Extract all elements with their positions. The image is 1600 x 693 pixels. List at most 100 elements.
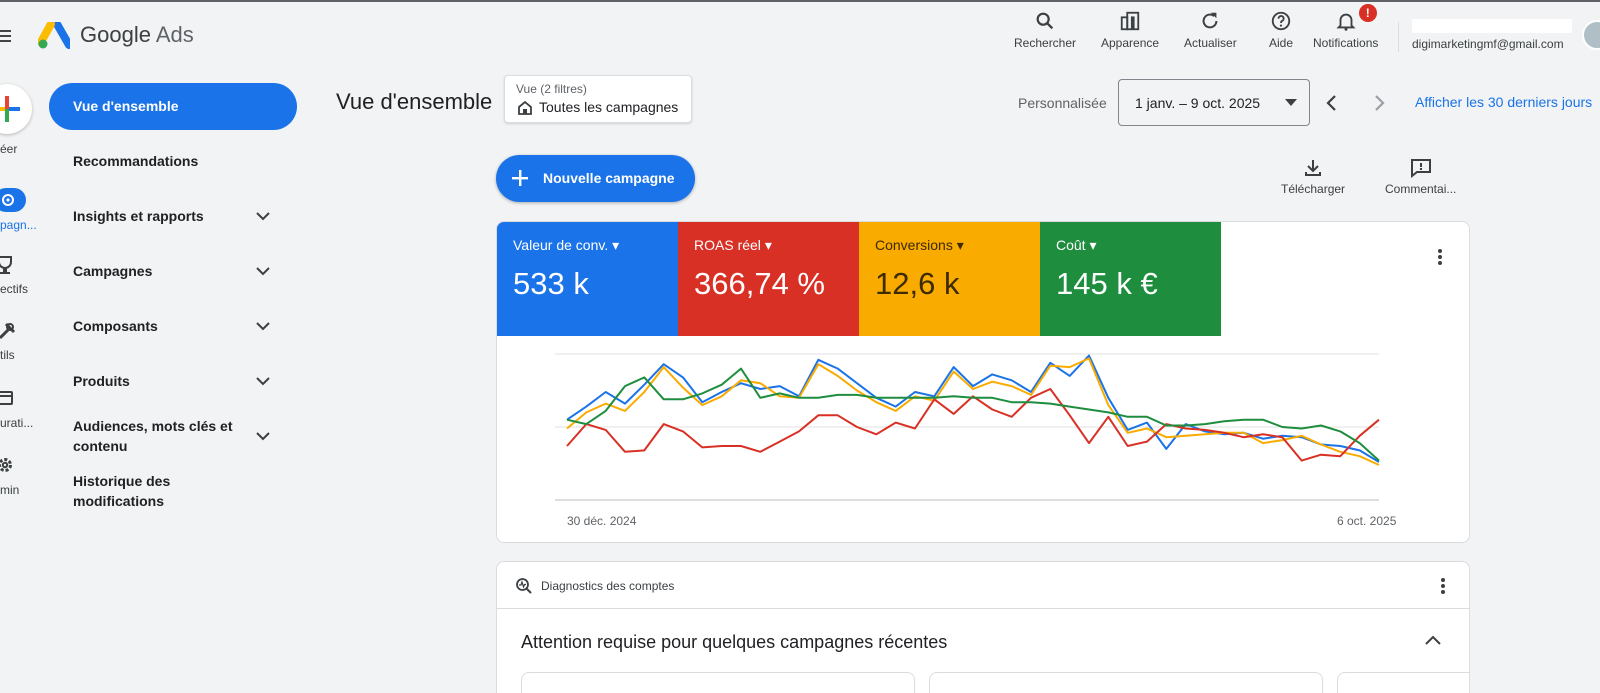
chevron-down-icon[interactable] [255, 320, 271, 332]
series-line-2 [566, 388, 1380, 462]
campaign-issue-card[interactable] [929, 672, 1323, 693]
view-filter-button[interactable]: Vue (2 filtres) Toutes les campagnes [504, 75, 692, 123]
x-axis-end-label: 6 oct. 2025 [1337, 514, 1397, 528]
billing-icon[interactable] [0, 390, 14, 406]
search-button[interactable]: Rechercher [1014, 10, 1076, 50]
refresh-icon [1202, 12, 1218, 29]
app-name: Google Ads [80, 22, 194, 47]
chevron-down-icon[interactable] [255, 265, 271, 277]
chevron-down-icon[interactable] [255, 375, 271, 387]
metric-value: 12,6 k [875, 266, 960, 301]
metric-label: Coût ▾ [1056, 237, 1097, 253]
chevron-down-icon[interactable] [255, 430, 271, 442]
refresh-label: Actualiser [1184, 36, 1237, 50]
comments-button[interactable]: Commentai... [1385, 158, 1456, 196]
rail-campaigns-active[interactable] [0, 188, 26, 212]
help-button[interactable]: Aide [1269, 10, 1293, 50]
download-label: Télécharger [1281, 182, 1346, 196]
sidebar-item-campaigns[interactable]: Campagnes [73, 263, 153, 279]
date-range-select[interactable]: 1 janv. – 9 oct. 2025 [1118, 79, 1310, 126]
dropdown-arrow-icon: ▾ [956, 237, 964, 253]
metric-cost[interactable]: Coût ▾ 145 k € [1040, 222, 1221, 336]
help-label: Aide [1269, 36, 1294, 50]
metric-conv-value[interactable]: Valeur de conv. ▾ 533 k [497, 222, 678, 336]
bell-icon [1336, 13, 1356, 31]
new-campaign-button[interactable]: Nouvelle campagne [496, 155, 695, 202]
avatar[interactable] [1582, 20, 1600, 50]
diagnostics-card: Diagnostics des comptes Attention requis… [496, 561, 1470, 693]
notifications-label: Notifications [1313, 36, 1379, 50]
diagnostics-icon [516, 578, 532, 594]
search-icon [1036, 12, 1054, 30]
new-campaign-label: Nouvelle campagne [543, 170, 675, 186]
appearance-icon [1120, 11, 1140, 31]
campaign-issue-card[interactable] [1337, 672, 1469, 693]
sidebar-item-products[interactable]: Produits [73, 373, 130, 389]
search-label: Rechercher [1014, 36, 1077, 50]
rail-goals-label[interactable]: ectifs [0, 282, 29, 296]
diagnostics-title: Diagnostics des comptes [541, 579, 675, 593]
notifications-button[interactable]: ! Notifications [1313, 4, 1379, 50]
comments-label: Commentai... [1385, 182, 1457, 196]
sidebar-item-insights[interactable]: Insights et rapports [73, 208, 204, 224]
chevron-up-icon[interactable] [1424, 634, 1442, 646]
account-name-redacted [1412, 19, 1572, 33]
menu-icon[interactable] [0, 30, 12, 45]
performance-chart [555, 353, 1380, 501]
performance-card: Valeur de conv. ▾ 533 k ROAS réel ▾ 366,… [496, 221, 1470, 543]
plus-icon [512, 170, 528, 186]
appearance-label: Apparence [1101, 36, 1160, 50]
metric-conversions[interactable]: Conversions ▾ 12,6 k [859, 222, 1040, 336]
divider [497, 608, 1469, 609]
rail-campaigns-label[interactable]: pagn... [0, 218, 37, 232]
metric-label: Valeur de conv. ▾ [513, 237, 620, 253]
campaigns-icon [2, 194, 14, 206]
help-icon [1271, 11, 1291, 31]
trophy-icon[interactable] [0, 255, 16, 277]
rail-admin-label[interactable]: min [0, 483, 20, 497]
last-30-days-link[interactable]: Afficher les 30 derniers jours [1415, 94, 1593, 110]
campaign-issue-card[interactable] [521, 672, 915, 693]
plus-multicolor-icon [0, 96, 20, 122]
metric-value: 145 k € [1056, 266, 1158, 301]
x-axis-start-label: 30 déc. 2024 [567, 514, 637, 528]
sidebar-item-assets[interactable]: Composants [73, 318, 158, 334]
dropdown-arrow-icon: ▾ [1089, 237, 1097, 253]
google-ads-logo [38, 22, 70, 49]
metric-label: ROAS réel ▾ [694, 237, 772, 253]
download-icon [1305, 160, 1322, 176]
metric-roas[interactable]: ROAS réel ▾ 366,74 % [678, 222, 859, 336]
rail-billing-label[interactable]: urati... [0, 416, 34, 430]
more-vert-icon[interactable] [1436, 247, 1444, 267]
date-range-value: 1 janv. – 9 oct. 2025 [1135, 95, 1261, 111]
more-vert-icon[interactable] [1439, 576, 1447, 596]
notification-badge: ! [1358, 4, 1377, 22]
dropdown-arrow-icon: ▾ [764, 237, 772, 253]
sidebar-item-audiences[interactable]: Audiences, mots clés et contenu [73, 418, 233, 454]
appearance-button[interactable]: Apparence [1101, 10, 1159, 50]
sidebar-item-overview[interactable]: Vue d'ensemble [49, 83, 297, 130]
dropdown-arrow-icon: ▾ [612, 237, 620, 253]
account-email: digimarketingmf@gmail.com [1412, 37, 1564, 51]
feedback-icon [1410, 159, 1431, 178]
chevron-down-icon[interactable] [255, 210, 271, 222]
attention-heading: Attention requise pour quelques campagne… [521, 632, 948, 652]
chevron-left-icon[interactable] [1324, 93, 1340, 113]
rail-tools-label[interactable]: tils [0, 348, 15, 362]
metric-label: Conversions ▾ [875, 237, 964, 253]
metric-value: 533 k [513, 266, 589, 301]
download-button[interactable]: Télécharger [1281, 158, 1345, 196]
series-line-3 [566, 367, 1380, 462]
date-preset: Personnalisée [1018, 95, 1107, 111]
sidebar-item-change-history[interactable]: Historique des modifications [73, 473, 171, 509]
rail-create-label: éer [0, 142, 18, 156]
refresh-button[interactable]: Actualiser [1184, 10, 1237, 50]
chevron-right-icon[interactable] [1371, 93, 1387, 113]
filter-label: Vue (2 filtres) [516, 82, 587, 96]
gear-icon[interactable] [0, 456, 14, 474]
building-icon [518, 100, 532, 115]
sidebar-item-recommendations[interactable]: Recommandations [73, 153, 199, 169]
page-title: Vue d'ensemble [336, 89, 493, 114]
create-button[interactable] [0, 84, 32, 134]
tools-icon[interactable] [0, 322, 16, 340]
